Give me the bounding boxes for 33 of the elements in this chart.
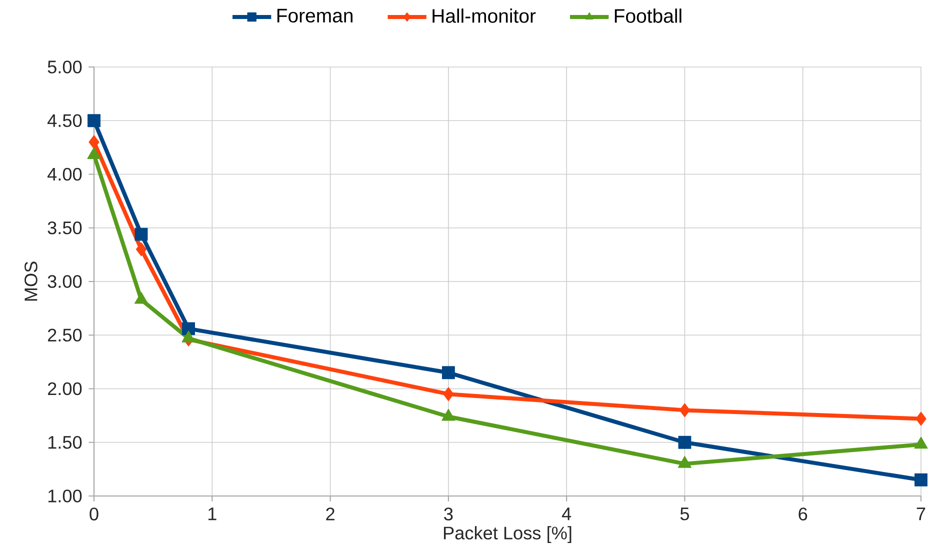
point bbox=[914, 473, 928, 486]
point bbox=[88, 135, 100, 150]
point bbox=[678, 436, 692, 449]
y-tick-label: 3.00 bbox=[48, 275, 82, 288]
x-tick-label: 7 bbox=[916, 508, 926, 520]
y-tick-label: 2.00 bbox=[48, 382, 82, 396]
point bbox=[679, 403, 690, 418]
x-axis-title: Packet Loss [%] bbox=[444, 526, 572, 544]
point bbox=[443, 387, 454, 402]
y-tick-label: 5.00 bbox=[48, 60, 82, 74]
legend-label: Football bbox=[614, 8, 682, 23]
point bbox=[442, 366, 455, 380]
y-tick-label: 4.00 bbox=[47, 168, 82, 181]
point bbox=[182, 322, 195, 336]
y-tick-label: 4.50 bbox=[47, 114, 82, 128]
point bbox=[134, 228, 148, 241]
y-tick-label: 2.50 bbox=[48, 328, 82, 342]
x-tick-label: 1 bbox=[208, 508, 216, 520]
x-tick-label: 2 bbox=[326, 508, 334, 520]
y-tick-label: 3.50 bbox=[48, 221, 82, 234]
legend-label: Foreman bbox=[277, 8, 352, 23]
x-tick-label: 5 bbox=[680, 508, 689, 520]
x-tick-label: 6 bbox=[798, 508, 808, 520]
x-tick-label: 0 bbox=[90, 508, 98, 520]
y-axis-title: MOS bbox=[24, 262, 38, 301]
x-tick-label: 3 bbox=[444, 508, 453, 520]
point bbox=[136, 242, 147, 256]
y-tick-label: 1.50 bbox=[48, 436, 82, 449]
y-tick-label: 1.00 bbox=[48, 490, 82, 502]
legend-label: Hall-monitor bbox=[432, 8, 536, 23]
point bbox=[88, 114, 100, 128]
x-tick-label: 4 bbox=[562, 508, 572, 520]
point bbox=[916, 412, 926, 426]
